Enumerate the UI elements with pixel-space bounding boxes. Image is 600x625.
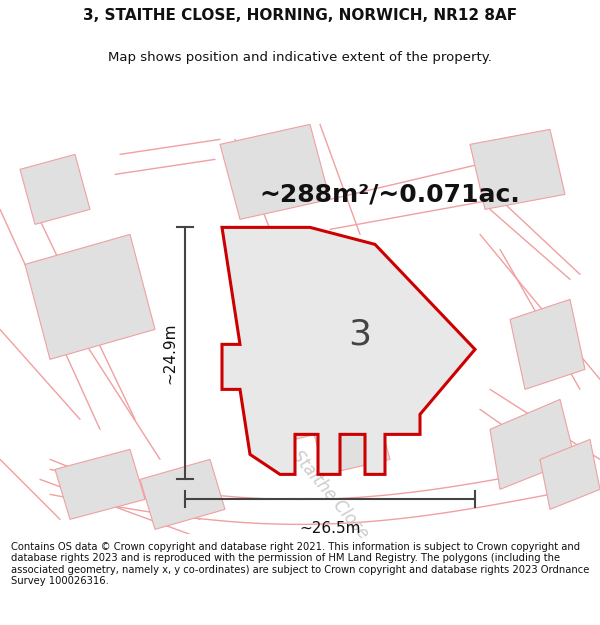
Polygon shape	[540, 439, 600, 509]
Polygon shape	[20, 154, 90, 224]
Polygon shape	[490, 399, 575, 489]
Polygon shape	[250, 254, 355, 359]
Text: ~24.9m: ~24.9m	[163, 322, 178, 384]
Polygon shape	[55, 449, 145, 519]
Polygon shape	[470, 129, 565, 209]
Text: ~26.5m: ~26.5m	[299, 521, 361, 536]
Text: Map shows position and indicative extent of the property.: Map shows position and indicative extent…	[108, 51, 492, 64]
Text: 3, STAITHE CLOSE, HORNING, NORWICH, NR12 8AF: 3, STAITHE CLOSE, HORNING, NORWICH, NR12…	[83, 8, 517, 23]
Polygon shape	[25, 234, 155, 359]
Text: Staithe Close: Staithe Close	[288, 447, 372, 542]
Text: ~288m²/~0.071ac.: ~288m²/~0.071ac.	[260, 182, 520, 206]
Polygon shape	[275, 344, 375, 439]
Polygon shape	[222, 228, 475, 474]
Text: 3: 3	[349, 318, 371, 351]
Polygon shape	[310, 404, 390, 474]
Polygon shape	[140, 459, 225, 529]
Polygon shape	[510, 299, 585, 389]
Text: Contains OS data © Crown copyright and database right 2021. This information is : Contains OS data © Crown copyright and d…	[11, 542, 589, 586]
Polygon shape	[220, 124, 330, 219]
